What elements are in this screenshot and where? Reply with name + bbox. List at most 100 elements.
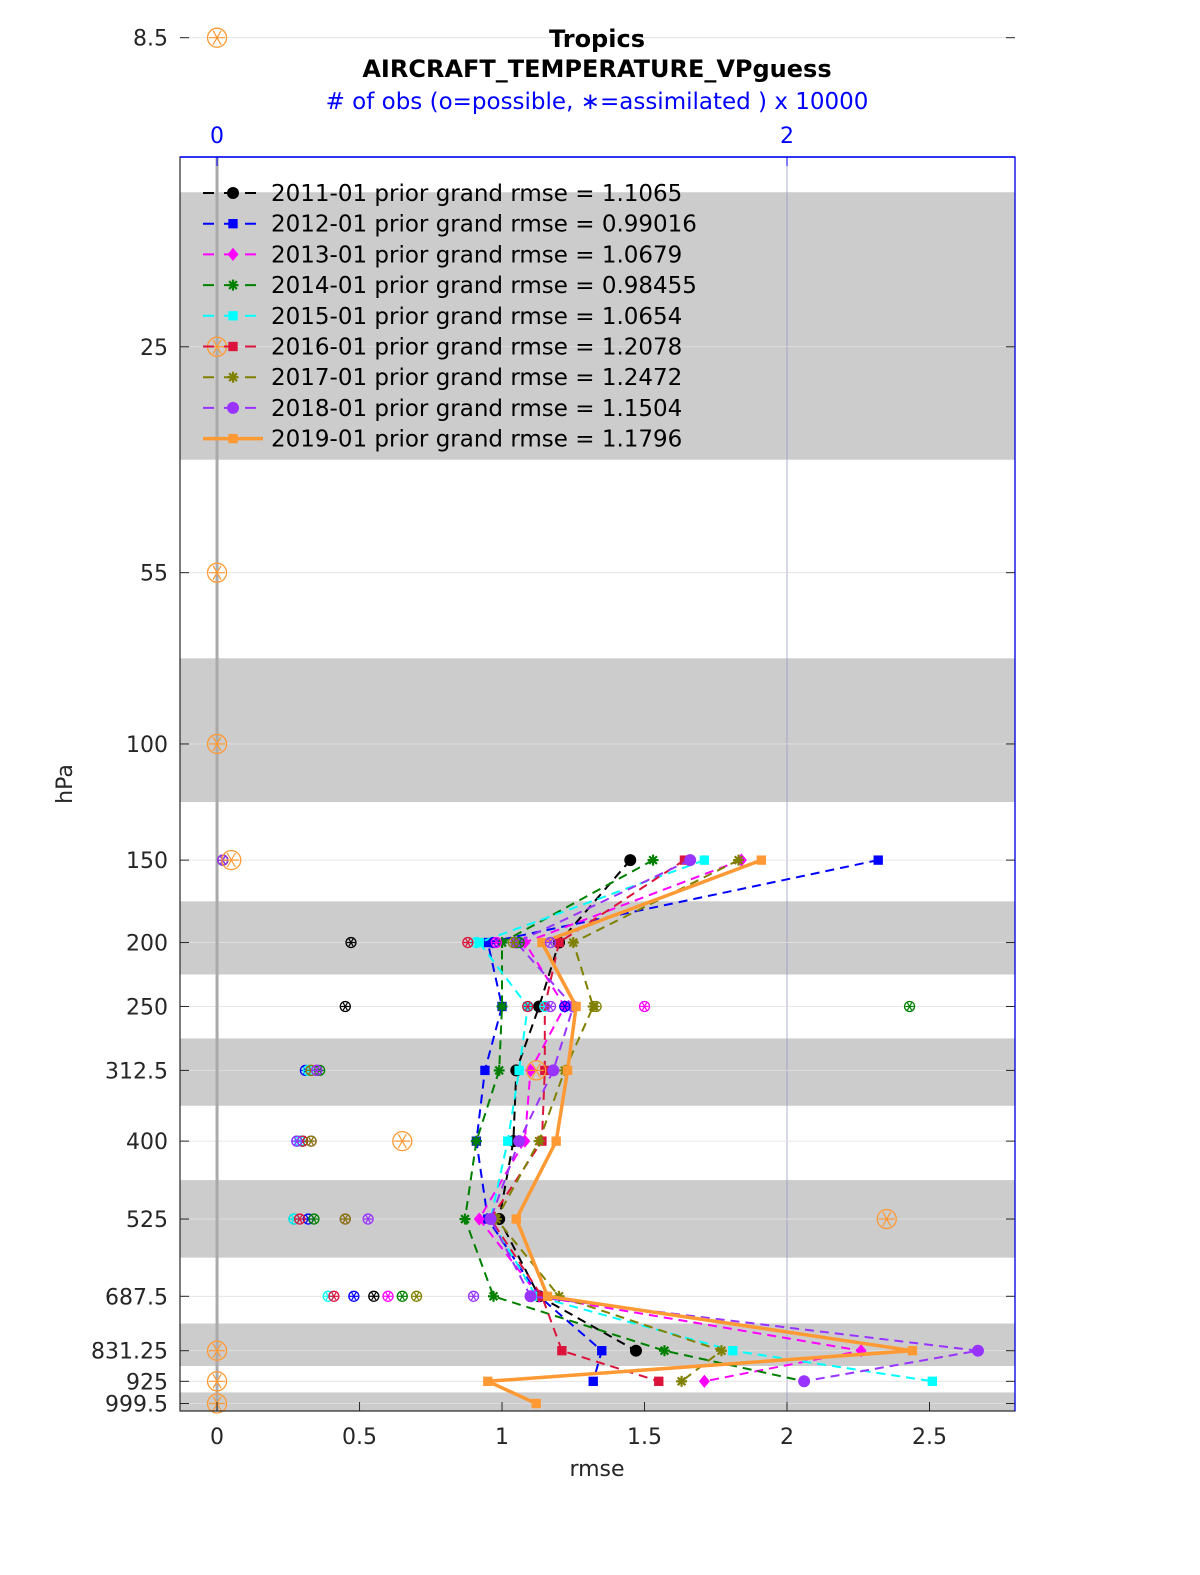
star-stroke — [716, 1346, 727, 1356]
obs-assimilated-marker — [878, 1211, 895, 1227]
legend-marker — [228, 219, 238, 229]
obs-assimilated-marker — [363, 1215, 373, 1224]
obs-possible-marker — [362, 1213, 374, 1225]
asterisk-stroke — [531, 1063, 541, 1078]
obs-possible-marker — [345, 936, 357, 949]
asterisk-stroke — [465, 938, 471, 947]
star-stroke — [228, 372, 238, 382]
chart-subtitle: AIRCRAFT_TEMPERATURE_VPguess — [362, 55, 831, 83]
obs-assimilated-marker — [295, 1215, 304, 1224]
legend-label: 2012-01 prior grand rmse = 0.99016 — [271, 212, 697, 238]
y-tick-label: 525 — [126, 1208, 168, 1233]
x-tick-label: 2 — [780, 1425, 794, 1450]
y-tick-label: 687.5 — [105, 1285, 168, 1310]
asterisk-stroke — [342, 1215, 348, 1224]
data-point — [493, 1064, 505, 1076]
x-axis-label: rmse — [569, 1457, 624, 1482]
asterisk-stroke — [348, 938, 354, 947]
star-stroke — [534, 1136, 544, 1146]
star-stroke — [494, 1065, 504, 1076]
obs-assimilated-marker — [492, 938, 501, 947]
obs-possible-marker — [305, 1135, 317, 1147]
legend: 2011-01 prior grand rmse = 1.1065 2012-01… — [203, 181, 697, 453]
axis-ticks: 00.511.522.502468108.5255510015020025031… — [91, 27, 1015, 1450]
data-point — [496, 1000, 508, 1012]
data-point — [551, 1136, 561, 1146]
obs-possible-marker — [522, 1000, 534, 1013]
data-point — [907, 1346, 918, 1356]
y-tick-label: 925 — [126, 1370, 168, 1395]
asterisk-stroke — [212, 736, 222, 752]
legend-marker — [227, 279, 239, 291]
obs-assimilated-marker — [208, 1374, 226, 1389]
data-point — [571, 1001, 581, 1012]
legend-marker — [227, 401, 239, 414]
asterisk-stroke — [212, 1374, 222, 1389]
y-tick-label: 200 — [126, 932, 168, 957]
data-point — [483, 1376, 493, 1386]
legend-label: 2013-01 prior grand rmse = 1.0679 — [271, 242, 682, 268]
obs-assimilated-marker — [905, 1002, 914, 1011]
obs-possible-marker — [590, 1000, 602, 1013]
data-point — [513, 1135, 526, 1148]
star-stroke — [497, 1001, 507, 1012]
asterisk-stroke — [493, 938, 499, 947]
obs-possible-marker — [903, 1000, 916, 1013]
obs-assimilated-marker — [509, 938, 518, 947]
obs-assimilated-marker — [398, 1292, 407, 1301]
obs-assimilated-marker — [523, 1002, 532, 1011]
asterisk-stroke — [314, 1066, 320, 1075]
asterisk-stroke — [331, 1292, 337, 1301]
obs-possible-marker — [382, 1290, 394, 1302]
obs-possible-marker — [559, 1000, 571, 1013]
obs-assimilated-marker — [412, 1292, 421, 1301]
y-tick-label: 150 — [126, 849, 168, 874]
y-axis-label: hPa — [53, 764, 78, 804]
obs-possible-marker — [348, 1290, 360, 1302]
asterisk-stroke — [470, 1292, 477, 1301]
data-point — [511, 1214, 521, 1224]
series-line — [487, 858, 913, 1406]
star-stroke — [659, 1346, 670, 1356]
y-tick-label: 25 — [140, 336, 168, 361]
asterisk-stroke — [562, 1002, 568, 1011]
data-point — [676, 1375, 688, 1387]
asterisk-stroke — [308, 1137, 314, 1146]
star-stroke — [471, 1136, 482, 1146]
obs-assimilated-marker — [208, 565, 226, 580]
legend-label: 2015-01 prior grand rmse = 1.0654 — [271, 304, 682, 330]
obs-assimilated-marker — [472, 938, 481, 947]
obs-assimilated-marker — [208, 1343, 226, 1358]
data-point — [459, 1213, 471, 1225]
asterisk-stroke — [371, 1292, 377, 1301]
data-point — [542, 1291, 553, 1301]
obs-assimilated-marker — [341, 1215, 350, 1224]
data-point — [483, 937, 493, 948]
data-point — [654, 1376, 664, 1386]
data-point — [624, 854, 637, 867]
data-point — [473, 1212, 485, 1226]
legend-marker — [228, 311, 238, 321]
asterisk-stroke — [473, 938, 480, 947]
data-point — [588, 1376, 598, 1386]
data-point — [567, 937, 579, 949]
level-band — [180, 192, 1015, 460]
obs-assimilated-marker — [528, 1063, 545, 1078]
x-tick-label: 1.5 — [627, 1425, 662, 1450]
x-tick-label: 0 — [210, 1425, 224, 1450]
data-point — [684, 854, 697, 867]
asterisk-stroke — [365, 1215, 371, 1224]
asterisk-stroke — [212, 565, 222, 580]
level-band — [180, 658, 1015, 803]
legend-marker — [228, 341, 238, 352]
data-point — [540, 1065, 550, 1076]
obs-assimilated-marker — [560, 1002, 569, 1011]
data-point — [484, 1213, 497, 1226]
obs-assimilated-marker — [208, 30, 226, 45]
asterisk-stroke — [294, 1137, 300, 1146]
asterisk-stroke — [641, 1002, 648, 1011]
level-band — [180, 901, 1015, 975]
data-point — [971, 1344, 984, 1357]
